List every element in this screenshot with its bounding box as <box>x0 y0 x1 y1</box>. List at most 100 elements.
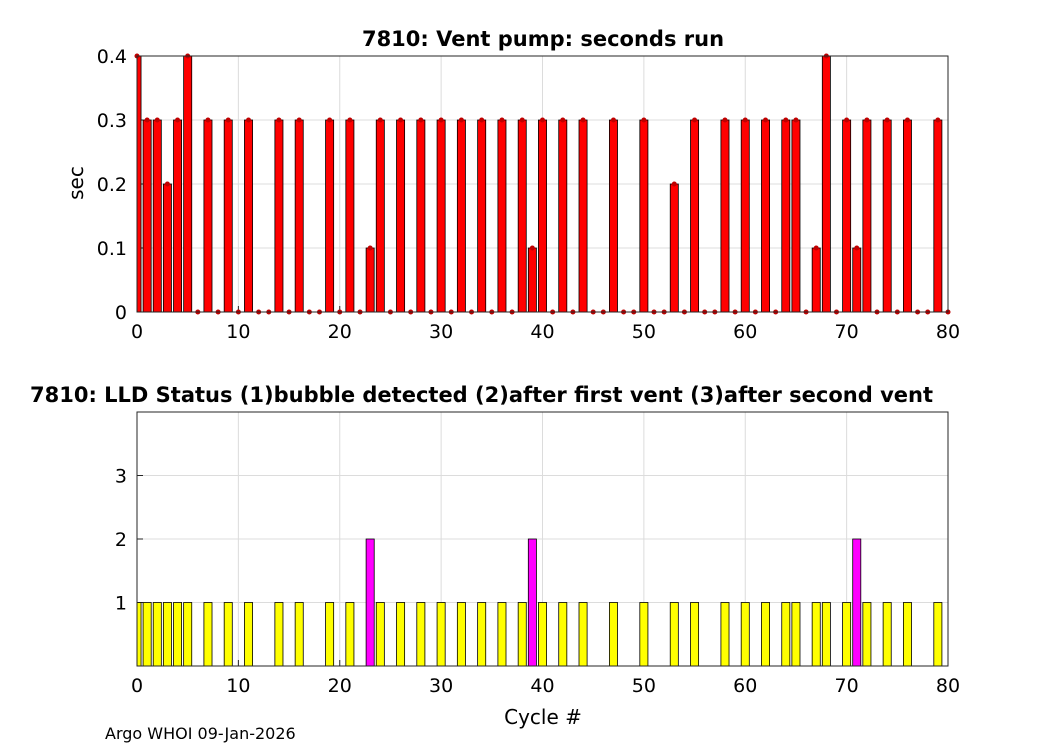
bar-marker <box>884 117 890 123</box>
bar <box>690 602 700 667</box>
bar <box>740 119 750 313</box>
bar <box>325 119 335 313</box>
chart-title: 7810: Vent pump: seconds run <box>362 27 724 51</box>
bar <box>558 602 568 667</box>
bar <box>173 602 183 667</box>
bar <box>639 602 649 667</box>
bar <box>720 119 730 313</box>
bar <box>862 119 872 313</box>
bar-marker <box>458 117 464 123</box>
y-tick-label: 0.4 <box>97 46 127 68</box>
bar-marker <box>560 117 566 123</box>
bar <box>811 602 821 667</box>
y-tick-label: 0.3 <box>97 110 127 132</box>
bar <box>477 602 487 667</box>
bars <box>136 538 948 667</box>
bar <box>781 602 791 667</box>
bar <box>345 119 355 313</box>
chart-title: 7810: LLD Status (1)bubble detected (2)a… <box>30 383 933 407</box>
bar <box>136 602 142 667</box>
bar <box>244 119 253 313</box>
bar <box>538 119 547 313</box>
x-tick-label: 40 <box>530 321 554 343</box>
x-tick-label: 80 <box>936 675 960 697</box>
x-tick-label: 30 <box>429 675 453 697</box>
bar <box>669 183 679 313</box>
bar <box>436 602 446 667</box>
bar <box>325 602 335 667</box>
x-tick-label: 30 <box>429 321 453 343</box>
bar-marker <box>793 117 799 123</box>
bar-marker <box>692 117 698 123</box>
bar <box>416 602 426 667</box>
x-tick-label: 60 <box>733 675 757 697</box>
bar <box>842 602 852 667</box>
x-tick-label: 60 <box>733 321 757 343</box>
bar <box>609 119 618 313</box>
bar <box>203 602 213 667</box>
bar-marker <box>479 117 485 123</box>
bar <box>791 119 801 313</box>
x-axis-label: Cycle # <box>504 705 582 729</box>
bar <box>578 602 588 667</box>
x-tick-label: 0 <box>131 321 143 343</box>
bar-marker <box>154 117 160 123</box>
bar-marker <box>418 117 424 123</box>
bar <box>162 183 172 313</box>
bar <box>720 602 730 667</box>
bar-marker <box>327 117 333 123</box>
y-tick-label: 0 <box>115 302 127 324</box>
bar <box>669 602 679 667</box>
bar-marker <box>904 117 910 123</box>
bar-marker <box>742 117 748 123</box>
bar <box>375 119 385 313</box>
bar <box>558 119 568 313</box>
x-tick-label: 70 <box>835 675 859 697</box>
x-tick-label: 20 <box>328 321 352 343</box>
bar <box>761 119 770 313</box>
bar-marker <box>438 117 444 123</box>
bar <box>142 602 152 667</box>
bar <box>294 602 304 667</box>
bar <box>852 538 862 667</box>
x-tick-label: 20 <box>328 675 352 697</box>
bar-marker <box>296 117 302 123</box>
bar-marker <box>246 117 252 123</box>
bar <box>933 119 943 313</box>
bar <box>244 602 253 667</box>
plot-area <box>136 55 949 313</box>
y-tick-label: 0.1 <box>97 238 127 260</box>
bar <box>517 602 527 667</box>
vent-pump-chart: 7810: Vent pump: seconds run sec 0 10 20 30… <box>64 27 960 343</box>
bar-marker <box>722 117 728 123</box>
bar <box>365 247 375 313</box>
bar <box>274 119 284 313</box>
bar <box>223 119 233 313</box>
bar <box>497 119 507 313</box>
bar <box>933 602 943 667</box>
lld-status-chart: 7810: LLD Status (1)bubble detected (2)a… <box>30 383 960 729</box>
bar-marker <box>519 117 525 123</box>
bar <box>456 602 466 667</box>
bar <box>294 119 304 313</box>
bar <box>842 119 852 313</box>
bar <box>882 119 892 313</box>
bar <box>852 247 862 313</box>
bar <box>527 247 537 313</box>
bar <box>396 602 406 667</box>
bar-marker <box>398 117 404 123</box>
bar <box>902 602 912 667</box>
bar <box>517 119 527 313</box>
bar <box>203 119 213 313</box>
bar <box>162 602 172 667</box>
bar <box>811 247 821 313</box>
bar-marker <box>499 117 505 123</box>
bar <box>821 602 831 667</box>
bar <box>578 119 588 313</box>
bar-marker <box>854 245 860 251</box>
bar <box>781 119 791 313</box>
bar <box>223 602 233 667</box>
bar <box>142 119 152 313</box>
bar-marker <box>864 117 870 123</box>
